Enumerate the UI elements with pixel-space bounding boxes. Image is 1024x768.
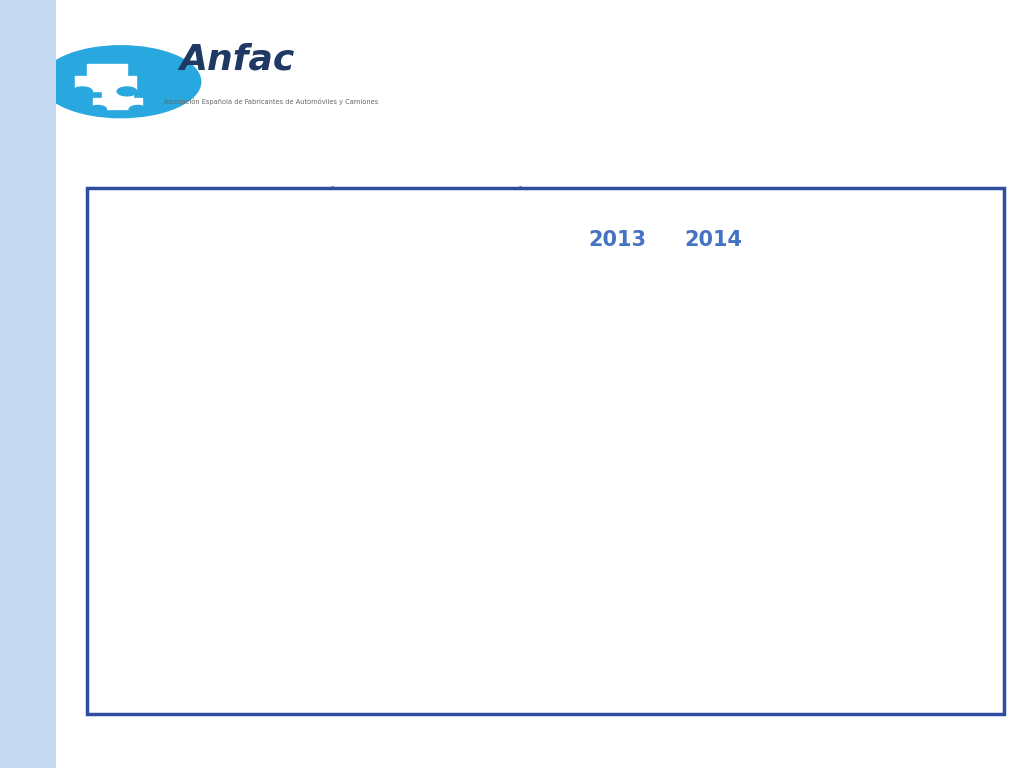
Bar — [201, 498, 240, 581]
Bar — [927, 429, 967, 581]
Bar — [663, 446, 702, 581]
Text: Asociación Española de Fabricantes de Automóviles y Camiones: Asociación Española de Fabricantes de Au… — [164, 98, 378, 104]
Text: 8,6: 8,6 — [210, 482, 230, 495]
Circle shape — [73, 87, 92, 96]
Bar — [333, 432, 372, 581]
Bar — [597, 519, 636, 581]
Bar — [861, 319, 900, 581]
Bar — [795, 494, 835, 581]
Text: 15,3: 15,3 — [338, 416, 367, 429]
Circle shape — [117, 87, 137, 96]
Text: 18,8: 18,8 — [470, 382, 499, 396]
Bar — [266, 477, 306, 581]
Bar — [102, 88, 133, 98]
Text: 2014: 2014 — [684, 230, 742, 250]
Text: 20,2: 20,2 — [139, 369, 169, 382]
Bar — [729, 581, 768, 604]
Circle shape — [41, 46, 201, 118]
Text: 17,0: 17,0 — [536, 399, 565, 412]
Text: 10,7: 10,7 — [271, 461, 301, 474]
Text: 13,9: 13,9 — [668, 430, 697, 443]
Text: 6,4: 6,4 — [606, 502, 627, 515]
Text: 2013: 2013 — [588, 230, 646, 250]
Text: Producción española de vehículos – Incremento interanual (%): Producción española de vehículos – Incre… — [240, 187, 851, 205]
Bar — [75, 76, 136, 91]
Bar — [398, 453, 438, 581]
Text: 27,0: 27,0 — [866, 303, 895, 316]
Bar — [134, 385, 174, 581]
Bar — [465, 399, 504, 581]
Text: Anfac: Anfac — [179, 42, 295, 77]
Text: -2,3: -2,3 — [735, 607, 762, 620]
Text: 15,7: 15,7 — [932, 412, 962, 425]
Text: 9,0: 9,0 — [804, 478, 825, 490]
Text: 13,2: 13,2 — [403, 436, 433, 449]
Bar — [87, 64, 127, 76]
Bar — [530, 416, 570, 581]
Circle shape — [129, 105, 146, 113]
Bar — [93, 98, 142, 109]
Circle shape — [89, 105, 106, 113]
